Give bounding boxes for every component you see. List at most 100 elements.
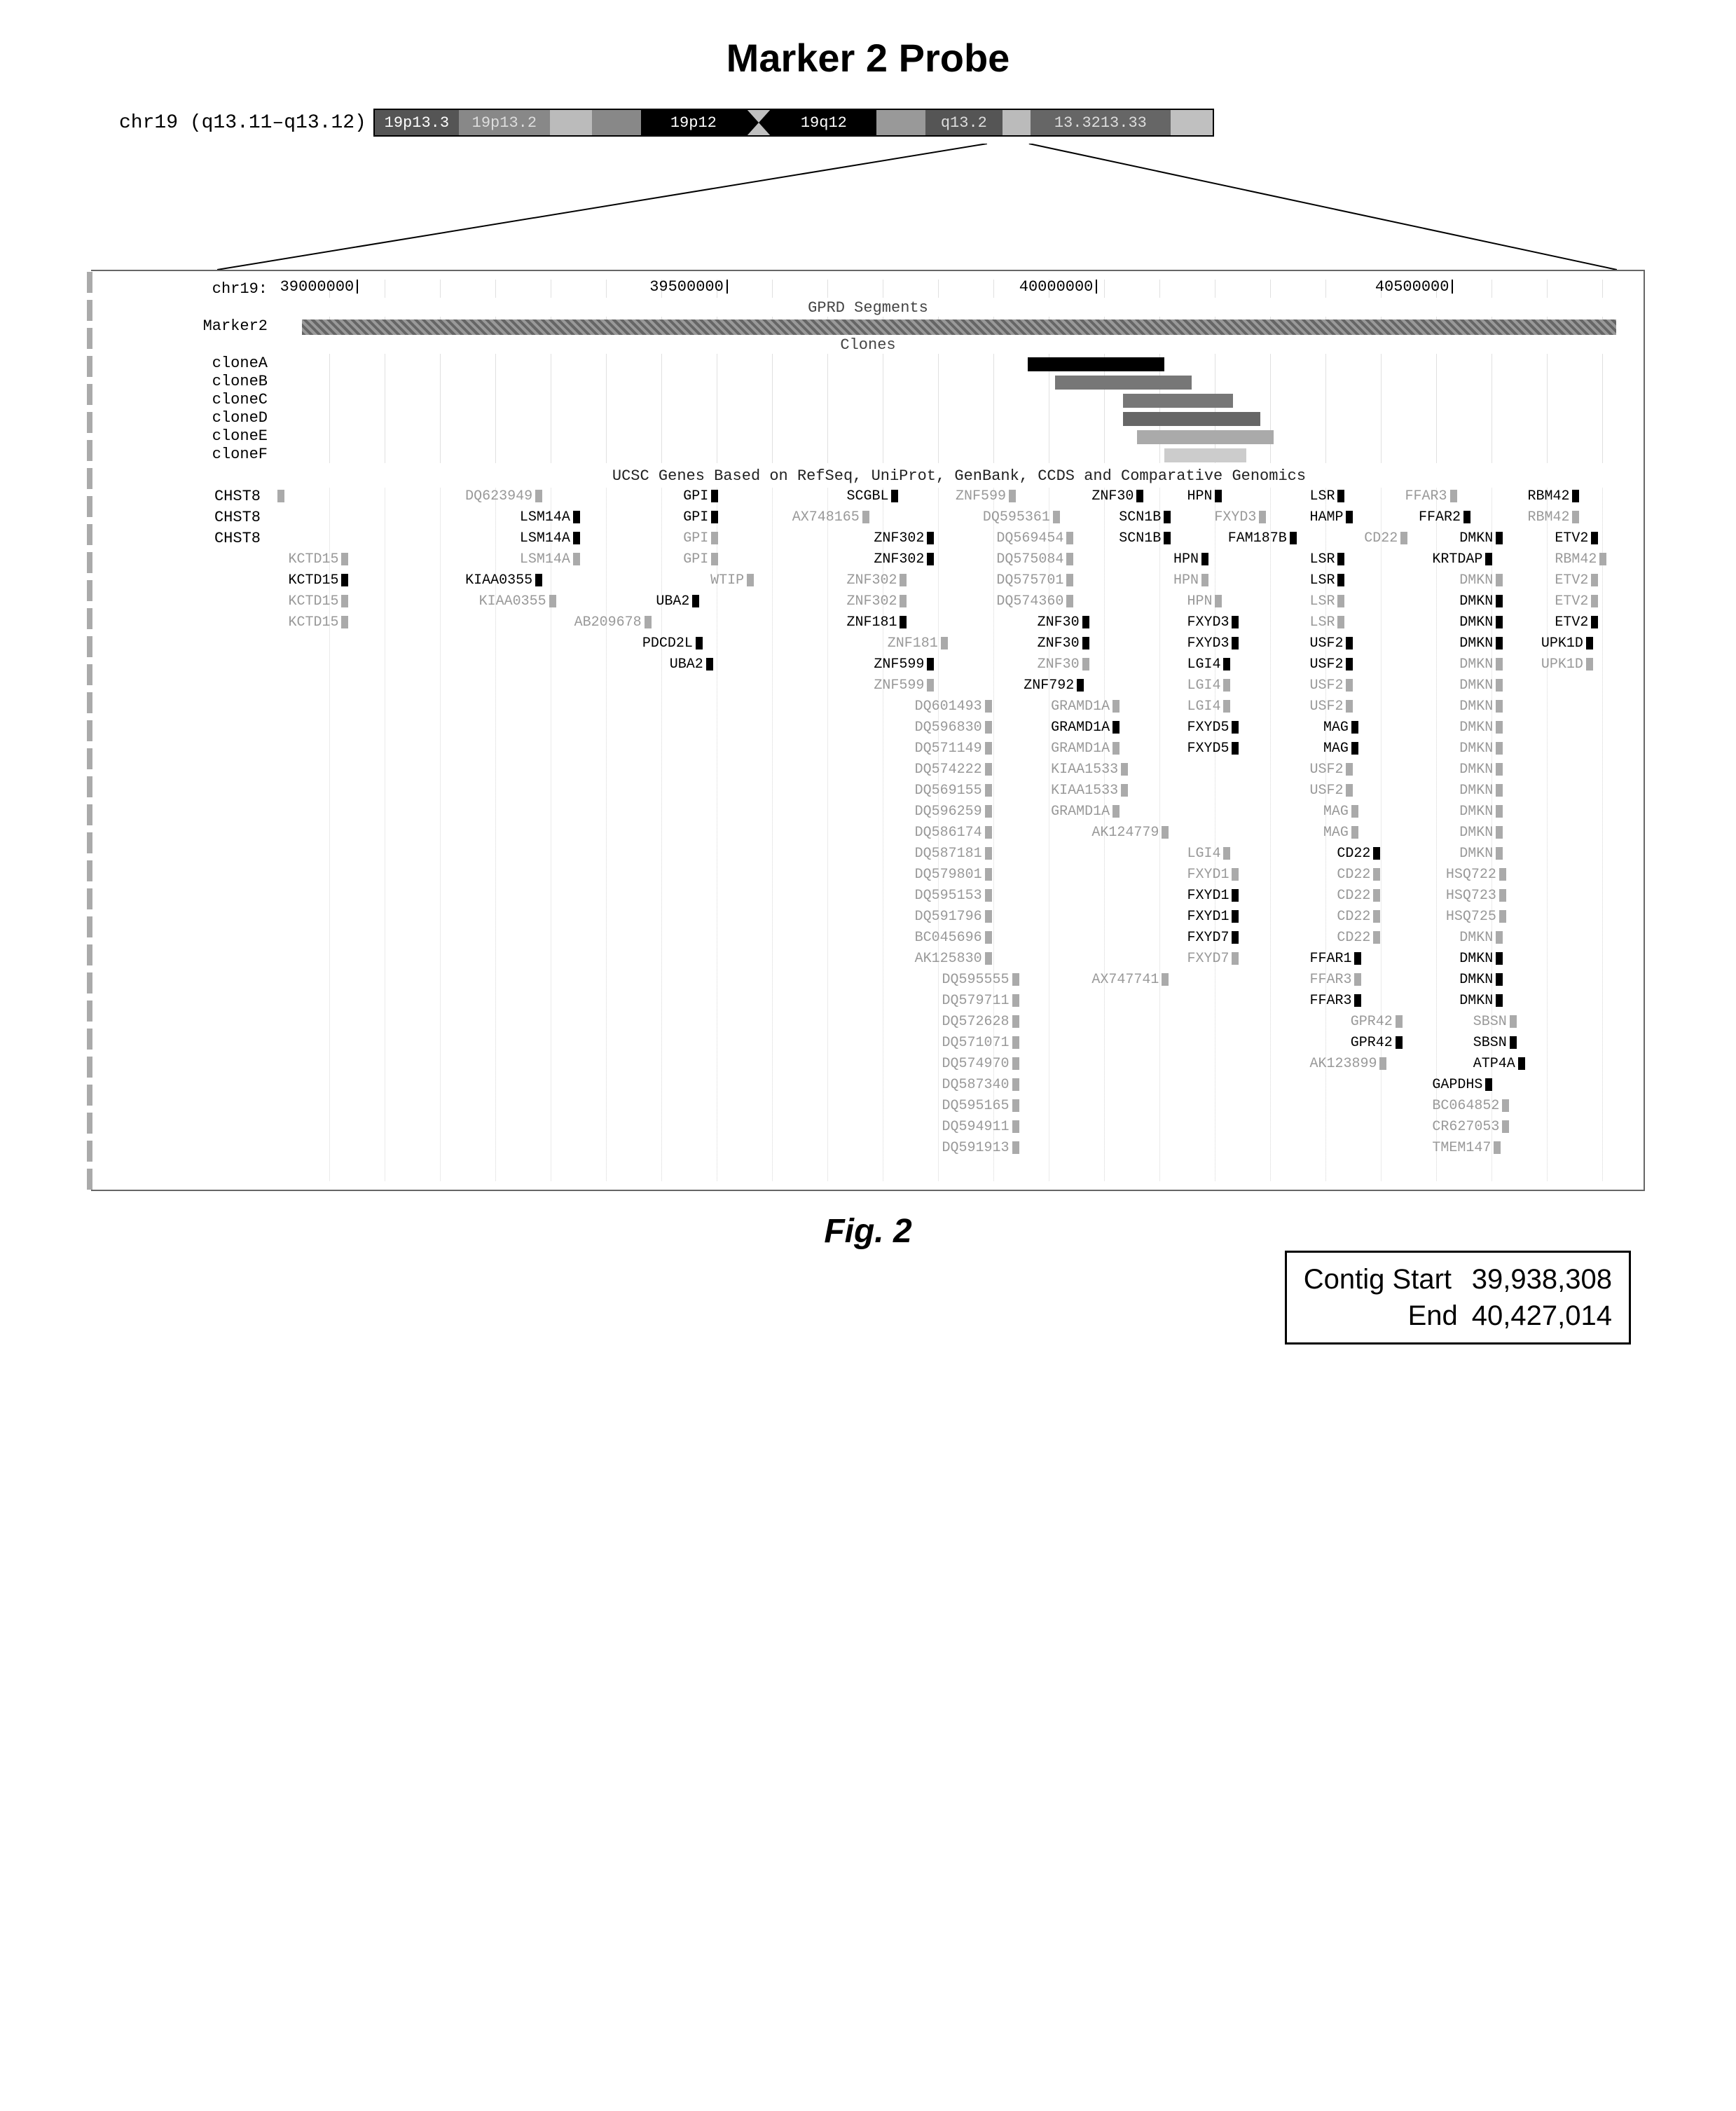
clone-row: cloneA: [92, 354, 1644, 372]
gene-item: DQ586174: [915, 824, 992, 841]
gene-mark-icon: [1223, 847, 1230, 860]
gene-mark-icon: [535, 490, 542, 502]
gene-item: UPK1D: [1541, 656, 1593, 673]
gene-name: DMKN: [1459, 572, 1493, 589]
gene-mark-icon: [1518, 1057, 1525, 1070]
ideo-band: 19p12: [641, 110, 746, 135]
gene-name: HSQ722: [1446, 867, 1496, 883]
gene-name: DMKN: [1459, 593, 1493, 610]
gene-name: UBA2: [670, 656, 703, 673]
gene-name: FXYD7: [1187, 951, 1229, 967]
section-gprd: GPRD Segments: [92, 299, 1644, 317]
gene-name: DQ579711: [942, 993, 1010, 1009]
gene-item: BC064852: [1432, 1097, 1509, 1114]
clone-row: cloneC: [92, 390, 1644, 408]
gene-name: DMKN: [1459, 846, 1493, 862]
gene-mark-icon: [1232, 910, 1239, 923]
gene-item: USF2: [1309, 656, 1353, 673]
gene-item: ZNF599: [874, 656, 934, 673]
gene-name: CD22: [1337, 846, 1370, 862]
gene-item: DQ587340: [942, 1076, 1019, 1093]
gene-name: FXYD1: [1187, 909, 1229, 925]
gene-item: LSR: [1309, 488, 1344, 504]
gene-item: DQ569454: [996, 530, 1073, 546]
gene-name: DQ569155: [915, 783, 982, 799]
gene-name: ZNF302: [874, 551, 924, 568]
gene-item: FFAR3: [1309, 971, 1361, 988]
gene-item: LGI4: [1187, 698, 1230, 715]
gene-item: MAG: [1323, 719, 1358, 736]
ideo-band: [592, 110, 641, 135]
gene-item: WTIP: [710, 572, 754, 589]
gene-item: GPI: [683, 488, 718, 504]
gene-mark-icon: [1346, 784, 1353, 797]
clone-label: cloneE: [92, 427, 275, 445]
gene-mark-icon: [1496, 616, 1503, 628]
gene-item: HPN: [1173, 572, 1208, 589]
ideo-band: [550, 110, 592, 135]
gene-name: ZNF30: [1038, 614, 1080, 631]
gene-item: DMKN: [1459, 698, 1503, 715]
gene-mark-icon: [1496, 973, 1503, 986]
gene-item: DMKN: [1459, 992, 1503, 1009]
gene-mark-icon: [549, 595, 556, 607]
gene-item: DQ572628: [942, 1013, 1019, 1030]
gene-item: KIAA1533: [1051, 782, 1128, 799]
gene-item: FXYD1: [1187, 866, 1239, 883]
clone-bar: [1137, 430, 1274, 444]
gene-name: AK123899: [1309, 1056, 1377, 1072]
gene-item: DMKN: [1459, 572, 1503, 589]
gene-name: GPI: [683, 509, 708, 525]
contig-box: Contig Start 39,938,308 End 40,427,014: [1285, 1251, 1631, 1345]
gene-name: KIAA1533: [1051, 783, 1118, 799]
gene-mark-icon: [341, 616, 348, 628]
gene-mark-icon: [985, 742, 992, 755]
clone-track: [275, 372, 1644, 390]
gene-item: KCTD15: [288, 572, 348, 589]
gene-mark-icon: [1066, 574, 1073, 586]
gene-name: UPK1D: [1541, 635, 1583, 652]
gene-item: FXYD3: [1214, 509, 1266, 525]
gene-item: USF2: [1309, 782, 1353, 799]
gene-mark-icon: [1112, 742, 1120, 755]
gene-item: USF2: [1309, 677, 1353, 694]
scale-tick-label: 40000000: [1019, 278, 1096, 296]
gene-name: FXYD1: [1187, 888, 1229, 904]
gene-mark-icon: [1354, 952, 1361, 965]
gene-item: CD22: [1337, 887, 1380, 904]
gene-mark-icon: [1232, 637, 1239, 649]
gene-name: FFAR3: [1309, 972, 1351, 988]
gene-name: DMKN: [1459, 635, 1493, 652]
gene-name: ATP4A: [1473, 1056, 1515, 1072]
clone-track: [275, 427, 1644, 445]
gene-mark-icon: [1259, 511, 1266, 523]
gene-mark-icon: [535, 574, 542, 586]
gene-item: KRTDAP: [1432, 551, 1492, 568]
gene-mark-icon: [1373, 868, 1380, 881]
gene-name: AB209678: [574, 614, 642, 631]
ideo-band: 19q12: [771, 110, 876, 135]
gene-item: SBSN: [1473, 1013, 1517, 1030]
gene-mark-icon: [1499, 910, 1506, 923]
gene-name: ZNF181: [888, 635, 938, 652]
gene-mark-icon: [696, 637, 703, 649]
gene-item: USF2: [1309, 635, 1353, 652]
gene-item: CD22: [1364, 530, 1407, 546]
gene-item: DQ574360: [996, 593, 1073, 610]
gene-mark-icon: [1162, 826, 1169, 839]
gene-row-label: CHST8: [92, 530, 268, 547]
gene-mark-icon: [900, 574, 907, 586]
gene-name: USF2: [1309, 678, 1343, 694]
gene-item: PDCD2L: [642, 635, 703, 652]
gene-name: FXYD7: [1187, 930, 1229, 946]
gene-name: GPI: [683, 530, 708, 546]
gene-mark-icon: [573, 532, 580, 544]
gene-mark-icon: [1012, 1141, 1019, 1154]
gene-name: ZNF599: [874, 678, 924, 694]
gene-source-title: UCSC Genes Based on RefSeq, UniProt, Gen…: [92, 467, 1644, 485]
ideo-band: 13.3213.33: [1031, 110, 1171, 135]
gene-name: PDCD2L: [642, 635, 693, 652]
gene-mark-icon: [1346, 679, 1353, 692]
gene-item: HSQ722: [1446, 866, 1506, 883]
gene-name: ETV2: [1555, 572, 1588, 589]
